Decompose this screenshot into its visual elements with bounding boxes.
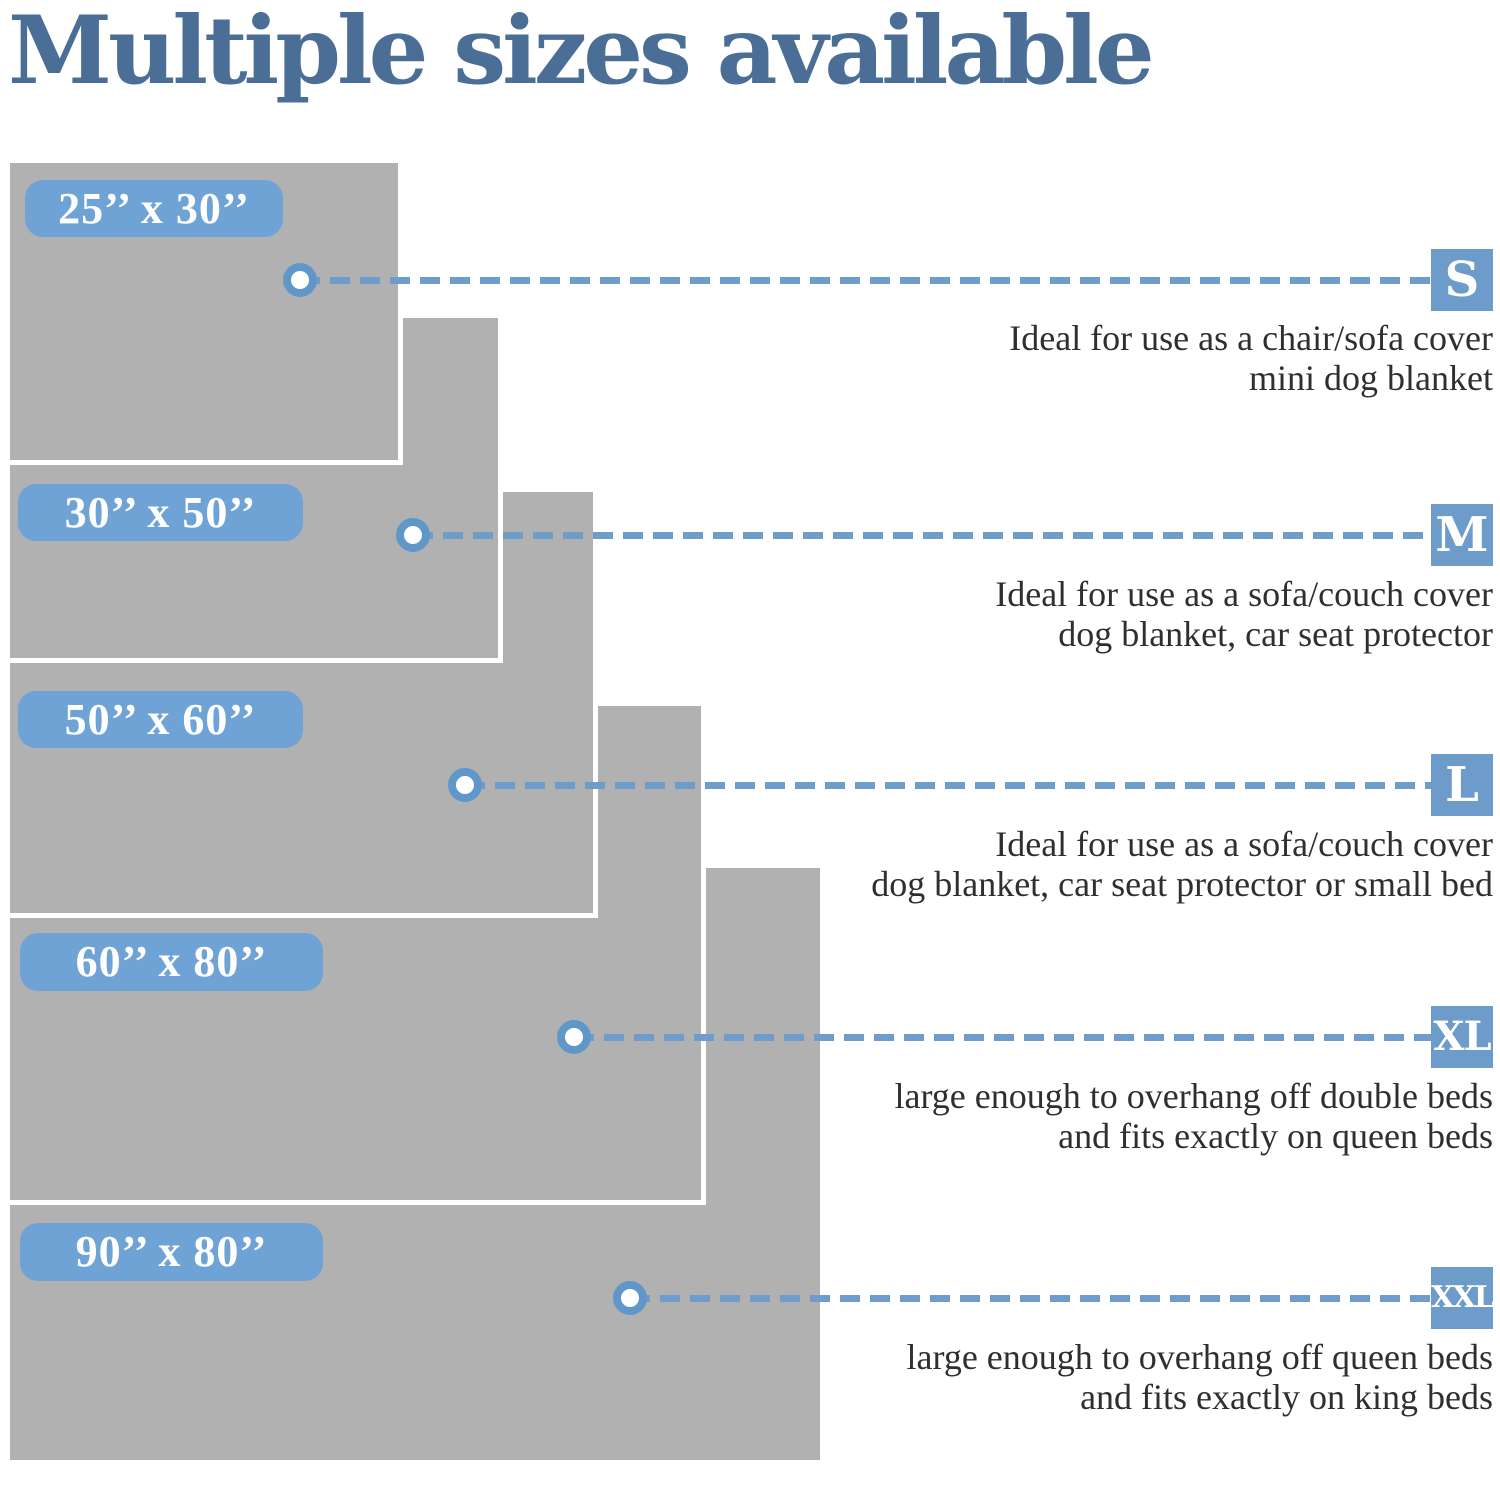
description-line: Ideal for use as a sofa/couch cover bbox=[995, 574, 1493, 614]
connector-line-s bbox=[300, 277, 1431, 284]
size-description-m: Ideal for use as a sofa/couch cover dog … bbox=[673, 574, 1493, 654]
description-line: and fits exactly on king beds bbox=[1080, 1377, 1493, 1417]
dimension-label-xxl: 90’’ x 80’’ bbox=[20, 1223, 323, 1281]
description-line: large enough to overhang off double beds bbox=[894, 1076, 1493, 1116]
connector-line-m bbox=[413, 532, 1431, 539]
size-badge-xl: XL bbox=[1431, 1006, 1493, 1068]
connector-dot-icon-l bbox=[448, 768, 482, 802]
size-description-xxl: large enough to overhang off queen beds … bbox=[673, 1337, 1494, 1417]
description-line: and fits exactly on queen beds bbox=[1058, 1116, 1493, 1156]
description-line: large enough to overhang off queen beds bbox=[906, 1337, 1494, 1377]
connector-dot-icon-m bbox=[396, 518, 430, 552]
description-line: Ideal for use as a sofa/couch cover bbox=[995, 824, 1493, 864]
description-line: dog blanket, car seat protector or small… bbox=[871, 864, 1493, 904]
dimension-label-s: 25’’ x 30’’ bbox=[25, 180, 283, 237]
description-line: Ideal for use as a chair/sofa cover bbox=[1009, 318, 1493, 358]
connector-line-xl bbox=[574, 1034, 1431, 1041]
size-description-l: Ideal for use as a sofa/couch cover dog … bbox=[673, 824, 1493, 904]
dimension-label-xl: 60’’ x 80’’ bbox=[20, 933, 323, 991]
size-badge-m: M bbox=[1431, 504, 1493, 566]
page-title: Multiple sizes available bbox=[8, 0, 1155, 106]
connector-line-l bbox=[465, 782, 1431, 789]
description-line: dog blanket, car seat protector bbox=[1058, 614, 1493, 654]
description-line: mini dog blanket bbox=[1249, 358, 1493, 398]
dimension-label-l: 50’’ x 60’’ bbox=[18, 691, 303, 748]
size-badge-xxl: XXL bbox=[1431, 1267, 1495, 1329]
size-description-xl: large enough to overhang off double beds… bbox=[673, 1076, 1493, 1156]
size-badge-l: L bbox=[1431, 754, 1493, 816]
size-description-s: Ideal for use as a chair/sofa cover mini… bbox=[673, 318, 1493, 398]
connector-dot-icon-s bbox=[283, 263, 317, 297]
size-badge-s: S bbox=[1431, 249, 1493, 311]
connector-dot-icon-xl bbox=[557, 1020, 591, 1054]
dimension-label-m: 30’’ x 50’’ bbox=[18, 484, 303, 541]
connector-line-xxl bbox=[630, 1295, 1431, 1302]
connector-dot-icon-xxl bbox=[613, 1281, 647, 1315]
